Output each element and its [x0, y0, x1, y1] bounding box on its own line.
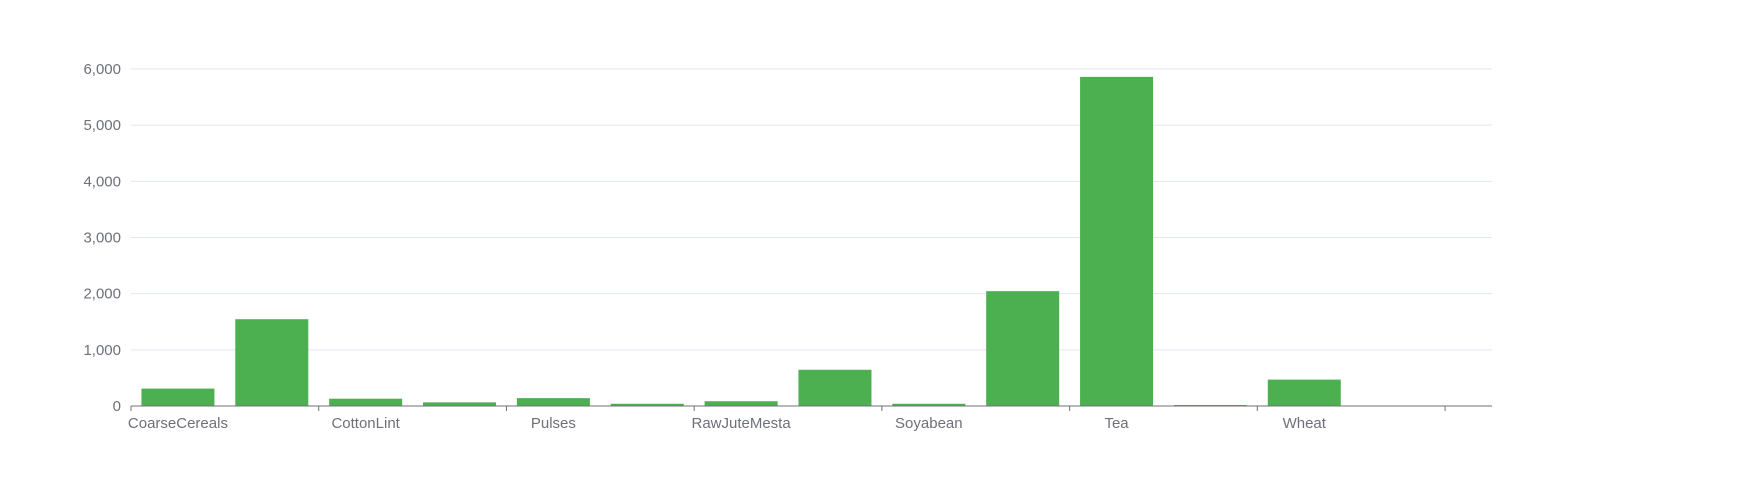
y-tick-label: 4,000: [83, 173, 121, 190]
x-tick-label: RawJuteMesta: [691, 415, 791, 432]
y-tick-label: 3,000: [83, 230, 121, 247]
bar[interactable]: [235, 319, 309, 406]
bar[interactable]: [610, 403, 684, 406]
x-axis-labels: CoarseCereals CottonLint Pulses RawJuteMest…: [128, 415, 1327, 432]
x-tick-label: Wheat: [1283, 415, 1327, 432]
bar[interactable]: [516, 398, 590, 406]
bars: [141, 76, 1341, 406]
x-tick-label: Tea: [1104, 415, 1129, 432]
bar[interactable]: [423, 402, 497, 406]
bar[interactable]: [1080, 76, 1154, 406]
x-axis: [130, 405, 1492, 411]
x-tick-label: Soyabean: [895, 415, 963, 432]
y-tick-label: 0: [113, 398, 121, 415]
x-tick-label: CottonLint: [331, 415, 400, 432]
x-tick-label: CoarseCereals: [128, 415, 228, 432]
bar[interactable]: [704, 401, 778, 406]
bar[interactable]: [798, 369, 872, 406]
y-tick-label: 1,000: [83, 342, 121, 359]
y-tick-label: 6,000: [83, 61, 121, 78]
bar[interactable]: [892, 403, 966, 406]
bar[interactable]: [141, 388, 215, 406]
grid-lines: [131, 68, 1492, 351]
y-tick-label: 5,000: [83, 117, 121, 134]
bar[interactable]: [986, 291, 1060, 406]
y-tick-label: 2,000: [83, 286, 121, 303]
y-axis-labels: 0 1,000 2,000 3,000 4,000 5,000 6,000: [83, 61, 121, 415]
bar[interactable]: [1267, 379, 1341, 406]
bar[interactable]: [329, 398, 403, 406]
x-tick-label: Pulses: [531, 415, 576, 432]
